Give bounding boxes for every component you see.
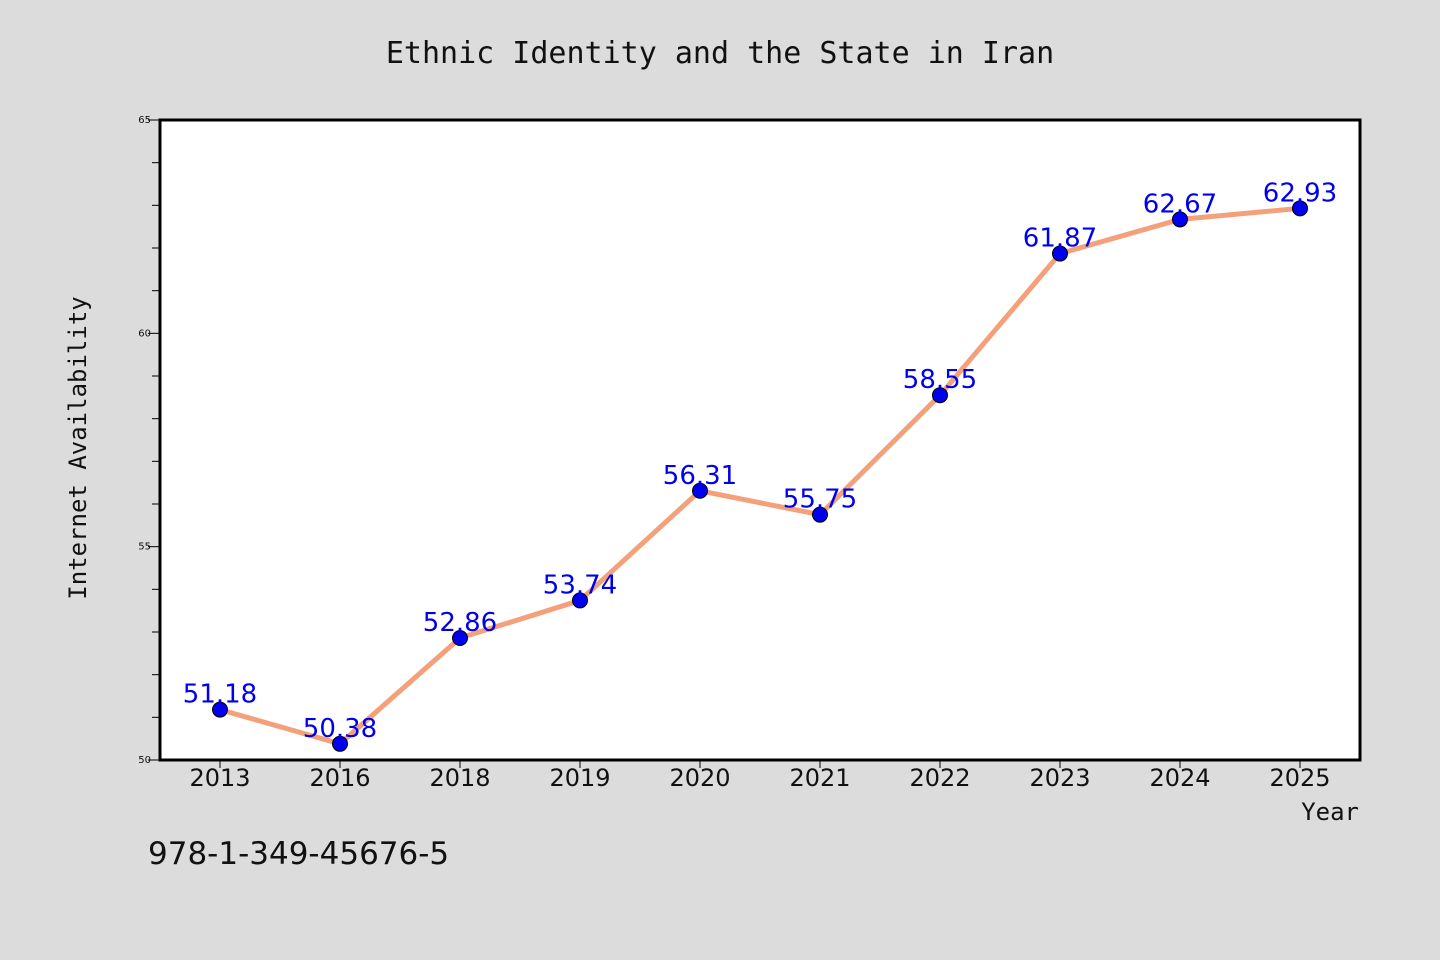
data-label: 53.74	[543, 570, 617, 600]
data-label: 52.86	[423, 608, 497, 638]
data-label: 61.87	[1023, 224, 1097, 254]
data-point	[812, 506, 828, 523]
data-label: 62.93	[1263, 178, 1337, 208]
data-point	[572, 592, 588, 609]
isbn-text: 978-1-349-45676-5	[148, 836, 449, 872]
y-tick-label: 65	[138, 115, 151, 126]
x-tick-label: 2022	[909, 764, 970, 792]
data-label: 58.55	[903, 365, 977, 395]
x-tick-label: 2019	[549, 764, 610, 792]
data-labels: 51.18 50.38 52.86 53.74 56.31 55.75 58.55 61.87…	[183, 178, 1337, 743]
x-axis-label: Year	[1301, 798, 1359, 826]
data-points	[212, 200, 1308, 752]
data-label: 62.67	[1143, 189, 1217, 219]
data-point	[1052, 245, 1068, 262]
chart-title: Ethnic Identity and the State in Iran	[386, 36, 1054, 71]
series-line	[219, 205, 1301, 747]
data-label: 56.31	[663, 461, 737, 491]
x-tick-marks	[219, 760, 1301, 768]
data-point	[1172, 211, 1188, 228]
x-tick-label: 2024	[1149, 764, 1210, 792]
y-tick-label: 60	[138, 328, 151, 339]
data-point	[332, 735, 348, 752]
data-label: 50.38	[303, 714, 377, 744]
data-label: 55.75	[783, 485, 857, 515]
y-tick-marks	[148, 119, 160, 761]
data-point	[452, 629, 468, 646]
x-tick-label: 2018	[429, 764, 490, 792]
x-tick-label: 2013	[189, 764, 250, 792]
x-tick-label: 2023	[1029, 764, 1090, 792]
y-tick-label: 55	[138, 542, 151, 553]
x-tick-label: 2025	[1269, 764, 1330, 792]
data-point	[932, 387, 948, 404]
x-tick-label: 2020	[669, 764, 730, 792]
x-tick-label: 2021	[789, 764, 850, 792]
y-tick-labels: 50 55 60 65	[138, 115, 151, 766]
y-axis-label: Internet Availability	[64, 296, 92, 599]
x-tick-label: 2016	[309, 764, 370, 792]
data-label: 51.18	[183, 680, 257, 710]
data-point	[692, 482, 708, 499]
x-tick-labels: 2013 2016 2018 2019 2020 2021 2022 2023 2024 2025	[189, 764, 1330, 792]
data-point	[1292, 200, 1308, 217]
data-point	[212, 701, 228, 718]
y-tick-label: 50	[138, 755, 151, 766]
